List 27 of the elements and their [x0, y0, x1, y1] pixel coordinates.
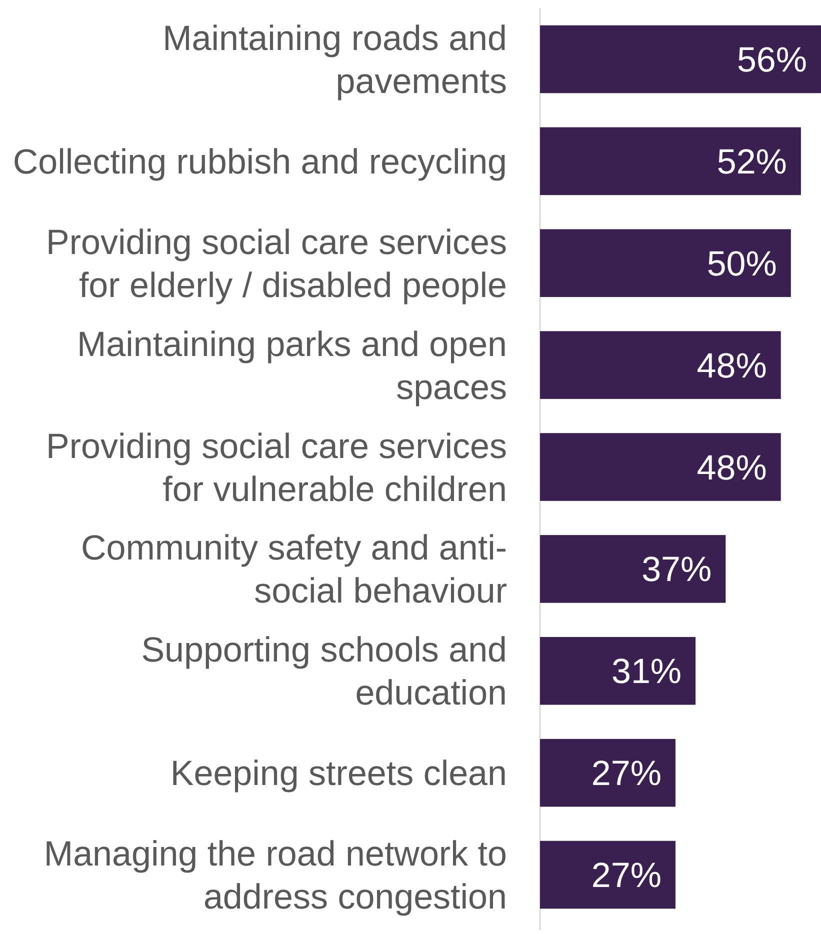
y-tick-label: Keeping streets clean [170, 754, 507, 794]
bar [540, 25, 821, 94]
y-tick-label: Maintaining roads and pavements [162, 18, 507, 101]
y-tick-label: Managing the road network to address congestion [44, 834, 507, 917]
bar [540, 433, 781, 501]
data-label: 48% [696, 448, 767, 488]
data-label: 52% [716, 142, 787, 182]
data-label: 27% [591, 754, 662, 794]
data-label: 31% [611, 652, 682, 692]
y-tick-label: Providing social care services for elderly / disabled people [46, 222, 507, 305]
bar [540, 535, 726, 603]
y-tick-label: Supporting schools and education [141, 630, 507, 713]
data-label: 50% [706, 244, 777, 284]
y-tick-label: Collecting rubbish and recycling [12, 142, 507, 182]
bar [540, 840, 676, 909]
bar [540, 738, 676, 807]
y-tick-label: Providing social care services for vulnerable children [46, 426, 507, 509]
data-label: 48% [696, 346, 767, 386]
bar [540, 636, 696, 705]
bar [540, 229, 791, 298]
data-label: 27% [591, 856, 662, 896]
y-tick-label: Maintaining parks and open spaces [76, 324, 507, 407]
y-tick-label: Community safety and anti-social behaviour [80, 528, 508, 611]
bar [540, 127, 801, 196]
bar [540, 331, 781, 399]
data-label: 56% [736, 40, 807, 80]
data-label: 37% [642, 550, 712, 590]
